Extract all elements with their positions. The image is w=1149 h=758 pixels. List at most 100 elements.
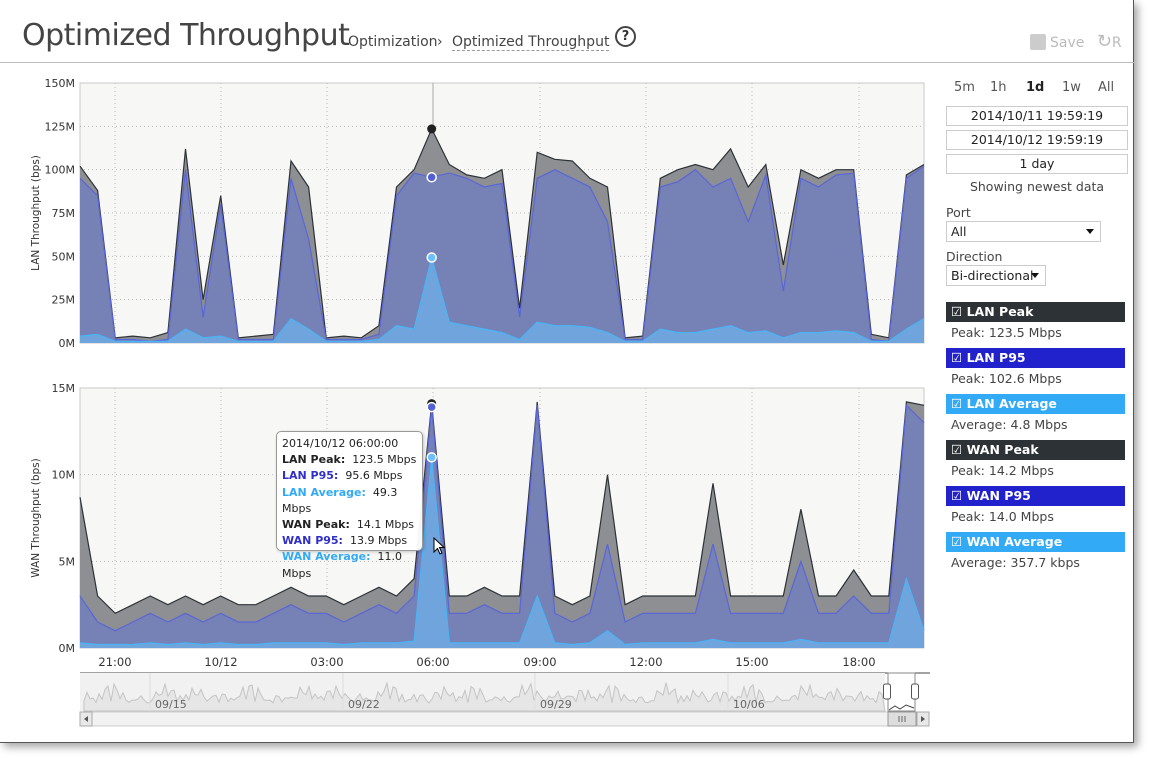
chart-wan: 0M 5M 10M 15M 21:00 10/12 03:00 06:00 09:00 12:00…: [30, 382, 925, 669]
mouse-cursor-icon: [433, 537, 446, 555]
checkbox-icon[interactable]: ☑: [951, 442, 963, 457]
checkbox-icon[interactable]: ☑: [951, 396, 963, 411]
y-tick-label: 10M: [52, 469, 76, 482]
x-tick-label: 03:00: [310, 655, 343, 669]
tooltip-value: 13.9 Mbps: [349, 534, 408, 548]
x-tick-label: 18:00: [842, 655, 875, 669]
save-icon: [1030, 34, 1046, 50]
legend-label: WAN P95: [966, 488, 1031, 503]
port-label: Port: [946, 205, 971, 220]
series-line-wan-p95: [79, 403, 925, 632]
tooltip-row: WAN Average: 11.0 Mbps: [282, 549, 417, 581]
legend-toggle-lan-average[interactable]: ☑ LAN Average: [946, 394, 1125, 414]
tooltip-row: WAN P95: 13.9 Mbps: [282, 533, 417, 549]
checkbox-icon[interactable]: ☑: [951, 304, 963, 319]
range-all-button[interactable]: All: [1098, 80, 1115, 95]
chevron-down-icon: [1086, 229, 1094, 234]
series-area-lan-p95: [80, 166, 924, 343]
x-tick-label: 06:00: [416, 655, 449, 669]
tooltip-row: LAN P95: 95.6 Mbps: [282, 468, 417, 484]
end-time-field[interactable]: 2014/10/12 19:59:19: [946, 130, 1128, 150]
page-title: Optimized Throughput: [22, 18, 350, 53]
legend-stat: Average: 357.7 kbps: [951, 555, 1080, 570]
arrow-left-icon: [84, 716, 88, 722]
x-tick-label: 10/12: [204, 655, 237, 669]
tooltip-value: 49.3 Mbps: [282, 485, 398, 515]
tooltip-label: LAN Average:: [282, 485, 366, 499]
range-1d-button[interactable]: 1d: [1026, 80, 1045, 95]
y-tick-label: 25M: [52, 294, 76, 307]
legend-stat: Peak: 14.2 Mbps: [951, 463, 1054, 478]
legend-toggle-wan-average[interactable]: ☑ WAN Average: [946, 532, 1125, 552]
navigator-left-handle[interactable]: [883, 683, 891, 700]
scrollbar-track[interactable]: [79, 711, 930, 727]
legend-toggle-lan-peak[interactable]: ☑ LAN Peak: [946, 302, 1125, 322]
legend-stat: Average: 4.8 Mbps: [951, 417, 1068, 432]
start-time-field[interactable]: 2014/10/11 19:59:19: [946, 106, 1128, 126]
y-tick-label: 125M: [45, 120, 76, 133]
series-line-wan-average: [79, 457, 925, 646]
y-tick-label: 15M: [52, 382, 76, 395]
tooltip-label: LAN Peak:: [282, 453, 346, 467]
breadcrumb-separator: ›: [437, 34, 443, 50]
legend-label: LAN Peak: [966, 304, 1034, 319]
breadcrumb-optimization[interactable]: Optimization: [348, 34, 438, 50]
series-line-lan-peak: [79, 127, 925, 339]
x-tick-label: 12:00: [629, 655, 662, 669]
range-1w-button[interactable]: 1w: [1062, 80, 1081, 95]
hover-marker: [426, 252, 437, 263]
series-line-lan-p95: [79, 165, 925, 342]
help-icon[interactable]: ?: [615, 26, 636, 47]
y-tick-label: 100M: [45, 164, 76, 177]
hover-marker: [426, 401, 437, 413]
navigator-date-label: 09/15: [155, 698, 187, 711]
tooltip-value: 14.1 Mbps: [356, 518, 415, 532]
tooltip-value: 95.6 Mbps: [345, 469, 403, 483]
port-select[interactable]: All: [946, 221, 1101, 242]
checkbox-icon[interactable]: ☑: [951, 534, 963, 549]
checkbox-icon[interactable]: ☑: [951, 488, 963, 503]
legend-toggle-lan-p95[interactable]: ☑ LAN P95: [946, 348, 1125, 368]
save-button[interactable]: Save ↻R: [1030, 31, 1122, 52]
series-line-wan-peak: [79, 401, 925, 615]
y-tick-label: 5M: [59, 555, 76, 568]
duration-field[interactable]: 1 day: [946, 154, 1128, 174]
navigator-series: [83, 681, 886, 712]
tooltip-value: 123.5 Mbps: [352, 453, 417, 467]
y-tick-label: 0M: [59, 337, 76, 350]
direction-select[interactable]: Bi-directional: [946, 265, 1046, 286]
tooltip-label: WAN Average:: [282, 550, 371, 564]
navigator-selection[interactable]: [887, 672, 916, 712]
tooltip-row: LAN Peak: 123.5 Mbps: [282, 452, 417, 468]
x-tick-label: 21:00: [98, 655, 131, 669]
tooltip-label: WAN P95:: [282, 534, 343, 548]
legend-label: WAN Peak: [966, 442, 1039, 457]
header-divider: [0, 62, 1134, 63]
legend-label: WAN Average: [966, 534, 1063, 549]
legend-toggle-wan-p95[interactable]: ☑ WAN P95: [946, 486, 1125, 506]
y-tick-label: 150M: [45, 77, 76, 90]
data-status: Showing newest data: [969, 179, 1105, 194]
revert-icon: ↻: [1096, 31, 1112, 52]
range-5m-button[interactable]: 5m: [954, 80, 975, 95]
navigator-date-label: 10/06: [733, 698, 765, 711]
checkbox-icon[interactable]: ☑: [951, 350, 963, 365]
y-tick-label: 0M: [59, 642, 76, 655]
range-1h-button[interactable]: 1h: [990, 80, 1007, 95]
navigator-right-handle[interactable]: [911, 683, 919, 700]
navigator-date-label: 09/22: [348, 698, 380, 711]
series-line-lan-average: [79, 255, 925, 342]
hover-marker: [426, 172, 437, 183]
navigator-selection-series: [888, 704, 915, 711]
chart-lan: 0M 25M 50M 75M 100M 125M 150M LAN Throughput (b…: [30, 77, 925, 350]
y-axis-title: LAN Throughput (bps): [30, 155, 42, 271]
series-area-lan-average: [80, 257, 924, 343]
breadcrumb-current[interactable]: Optimized Throughput: [452, 34, 610, 51]
tooltip-label: WAN Peak:: [282, 518, 350, 532]
x-tick-label: 09:00: [523, 655, 556, 669]
legend-label: LAN P95: [966, 350, 1026, 365]
legend-toggle-wan-peak[interactable]: ☑ WAN Peak: [946, 440, 1125, 460]
tooltip-time: 2014/10/12 06:00:00: [282, 437, 399, 450]
hover-marker: [427, 124, 437, 134]
